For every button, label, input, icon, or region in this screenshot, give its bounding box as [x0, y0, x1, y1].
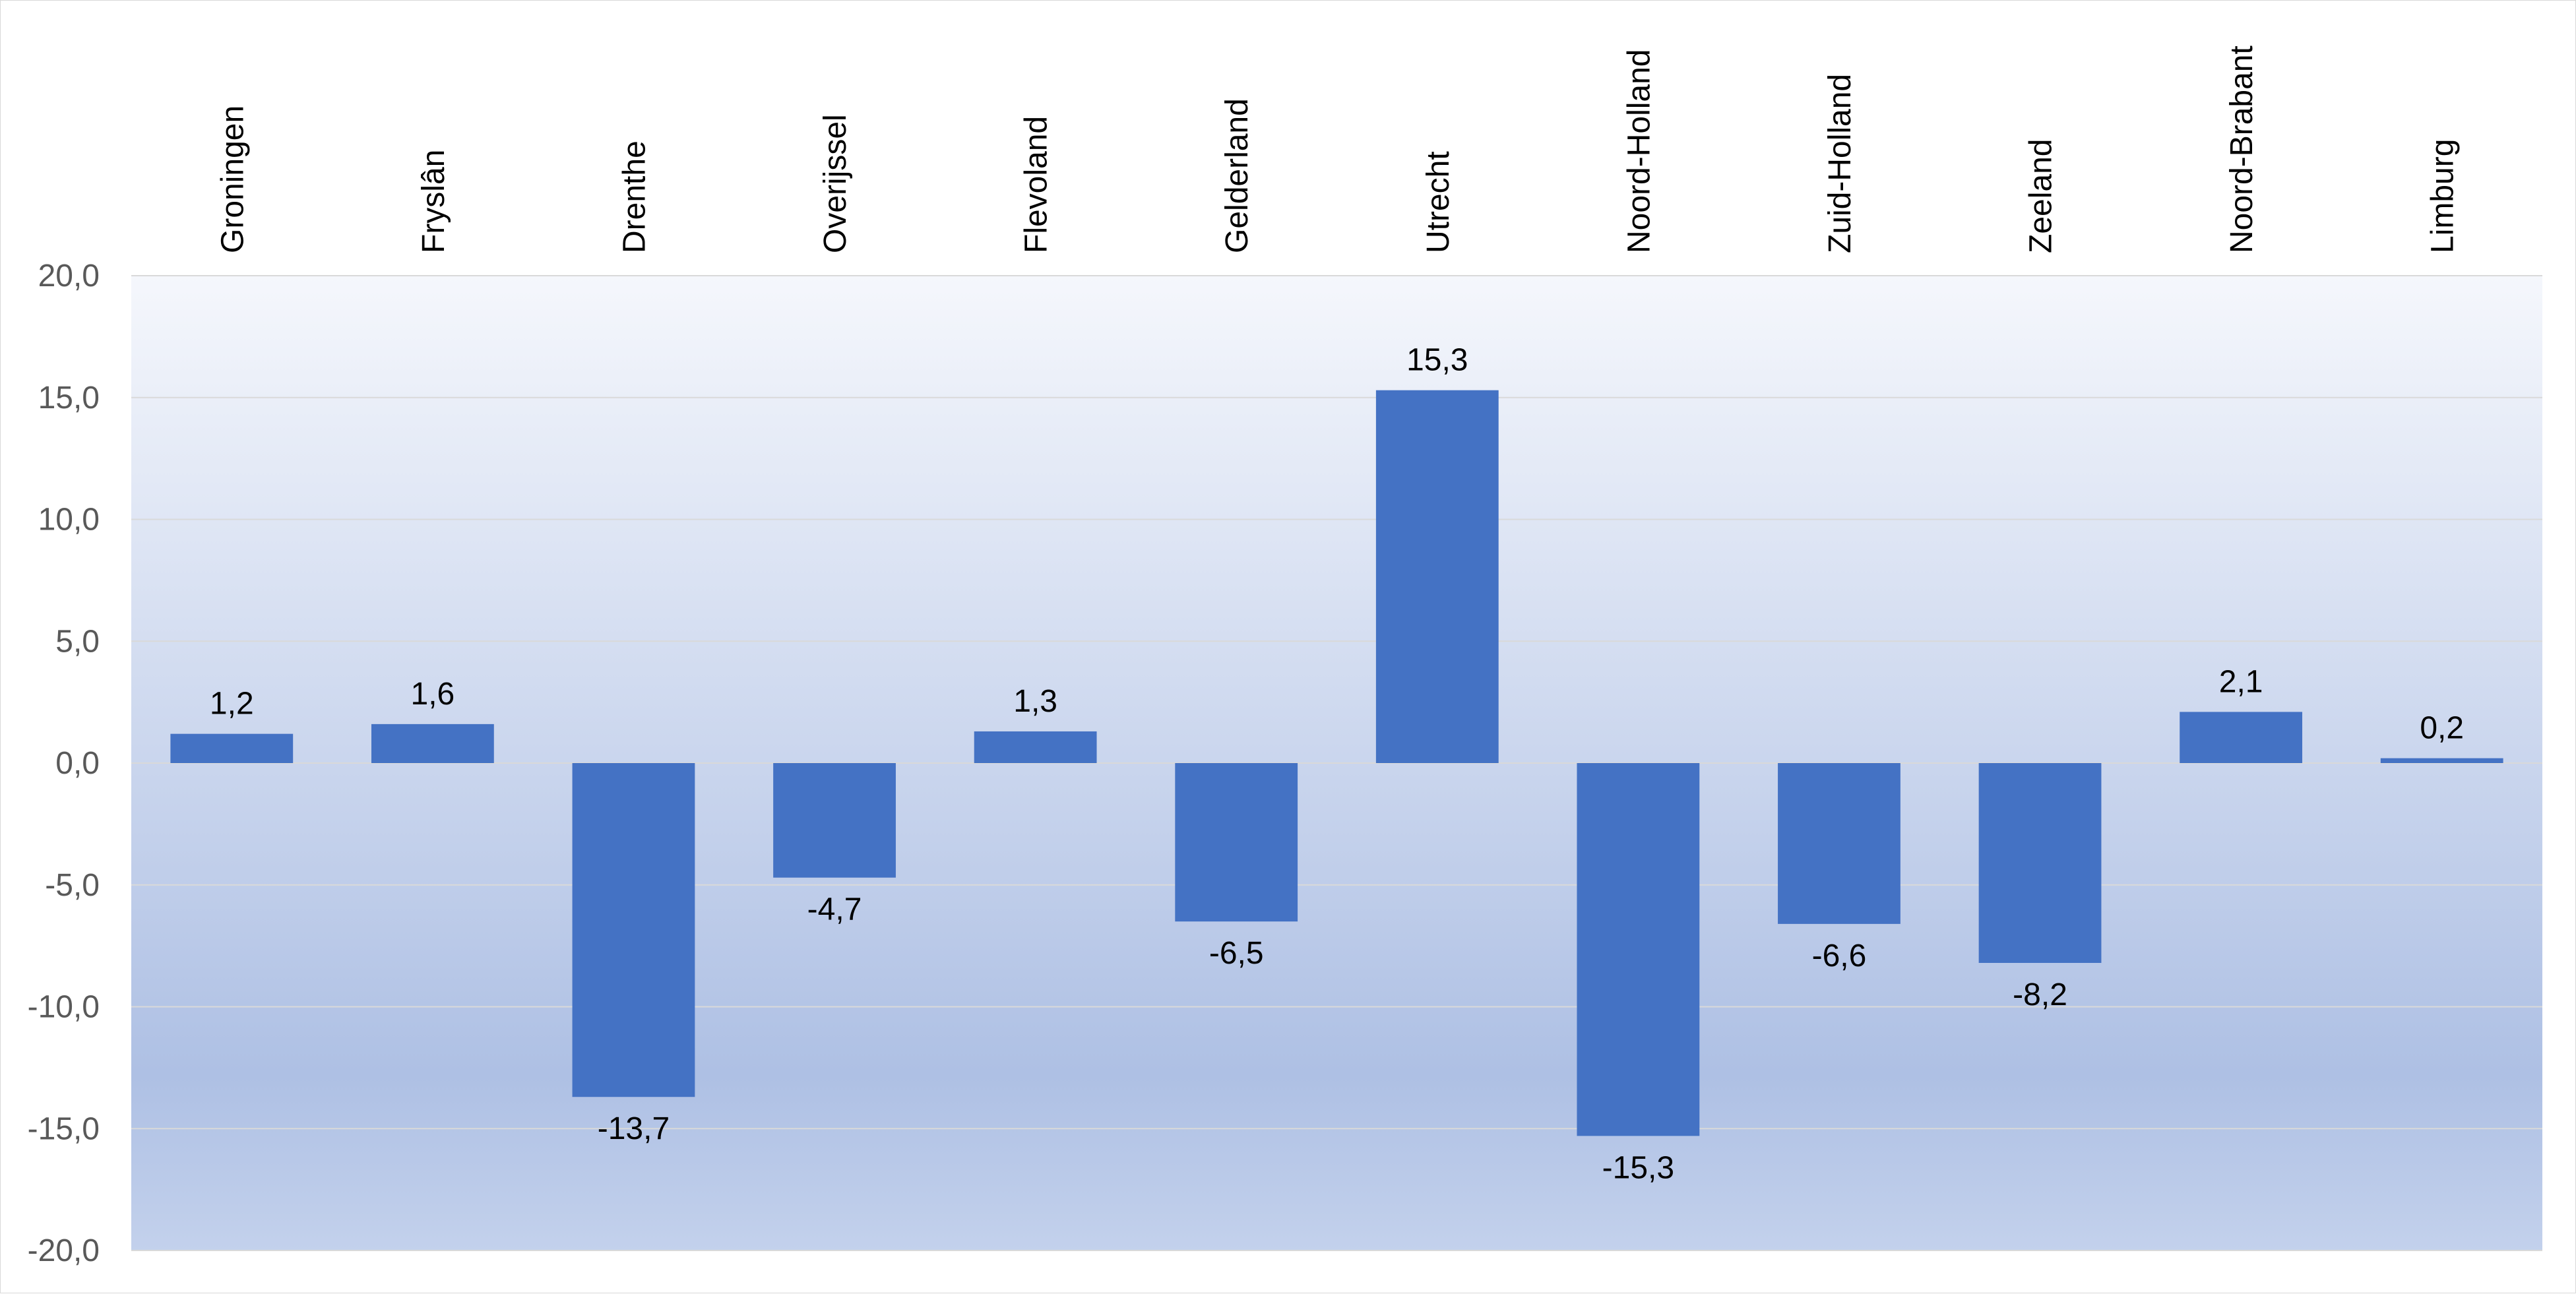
category-label: Limburg: [2426, 139, 2461, 253]
data-labels: 1,2 1,6 -13,7 -4,7 1,3 -6,5 15,3 -15,3 -6,6 -8,2 2…: [210, 343, 2464, 1186]
data-label: 0,2: [2420, 711, 2464, 746]
data-label: -15,3: [1602, 1150, 1674, 1185]
bar: [2180, 712, 2303, 763]
y-tick-label: 20,0: [38, 259, 100, 293]
data-label: -4,7: [807, 892, 862, 927]
category-labels: Groningen Fryslân Drenthe Overijssel Flevola…: [215, 46, 2460, 253]
bar: [1778, 763, 1901, 924]
gridlines: [131, 275, 2542, 1251]
data-label: 1,6: [411, 677, 455, 712]
data-label: 1,3: [1013, 684, 1057, 719]
y-tick-label: -5,0: [45, 868, 100, 903]
category-label: Zeeland: [2024, 139, 2059, 253]
bar: [974, 731, 1097, 763]
data-label: 2,1: [2219, 664, 2263, 699]
category-label: Gelderland: [1220, 98, 1255, 253]
category-label: Zuid-Holland: [1823, 74, 1858, 253]
category-label: Overijssel: [818, 114, 853, 253]
y-tick-label: -20,0: [28, 1233, 100, 1268]
data-label: -6,5: [1209, 936, 1264, 971]
data-label: 1,2: [210, 687, 254, 722]
category-label: Drenthe: [617, 140, 652, 253]
data-label: -8,2: [2013, 977, 2067, 1012]
bar: [1577, 763, 1700, 1136]
y-tick-label: 15,0: [38, 381, 100, 416]
category-label: Fryslân: [416, 150, 451, 253]
y-tick-label: -15,0: [28, 1111, 100, 1146]
y-axis-ticks: 20,0 15,0 10,0 5,0 0,0 -5,0 -10,0 -15,0 -20,0: [28, 259, 100, 1268]
category-label: Utrecht: [1421, 151, 1456, 253]
data-label: 15,3: [1406, 343, 1468, 378]
y-tick-label: 0,0: [55, 746, 100, 781]
y-tick-label: -10,0: [28, 990, 100, 1025]
category-label: Noord-Brabant: [2224, 46, 2259, 253]
y-tick-label: 5,0: [55, 624, 100, 659]
category-label: Groningen: [215, 106, 250, 253]
category-label: Flevoland: [1019, 116, 1054, 253]
category-label: Noord-Holland: [1621, 49, 1656, 254]
bar: [773, 763, 896, 878]
data-label: -6,6: [1812, 939, 1867, 973]
bar: [1978, 763, 2102, 963]
bar: [1175, 763, 1298, 922]
data-label: -13,7: [598, 1111, 670, 1146]
bar: [572, 763, 695, 1097]
bar: [1375, 390, 1499, 763]
bars: [170, 390, 2503, 1136]
bar: [371, 724, 494, 763]
bar: [170, 733, 294, 763]
y-tick-label: 10,0: [38, 503, 100, 538]
bar: [2380, 758, 2503, 763]
